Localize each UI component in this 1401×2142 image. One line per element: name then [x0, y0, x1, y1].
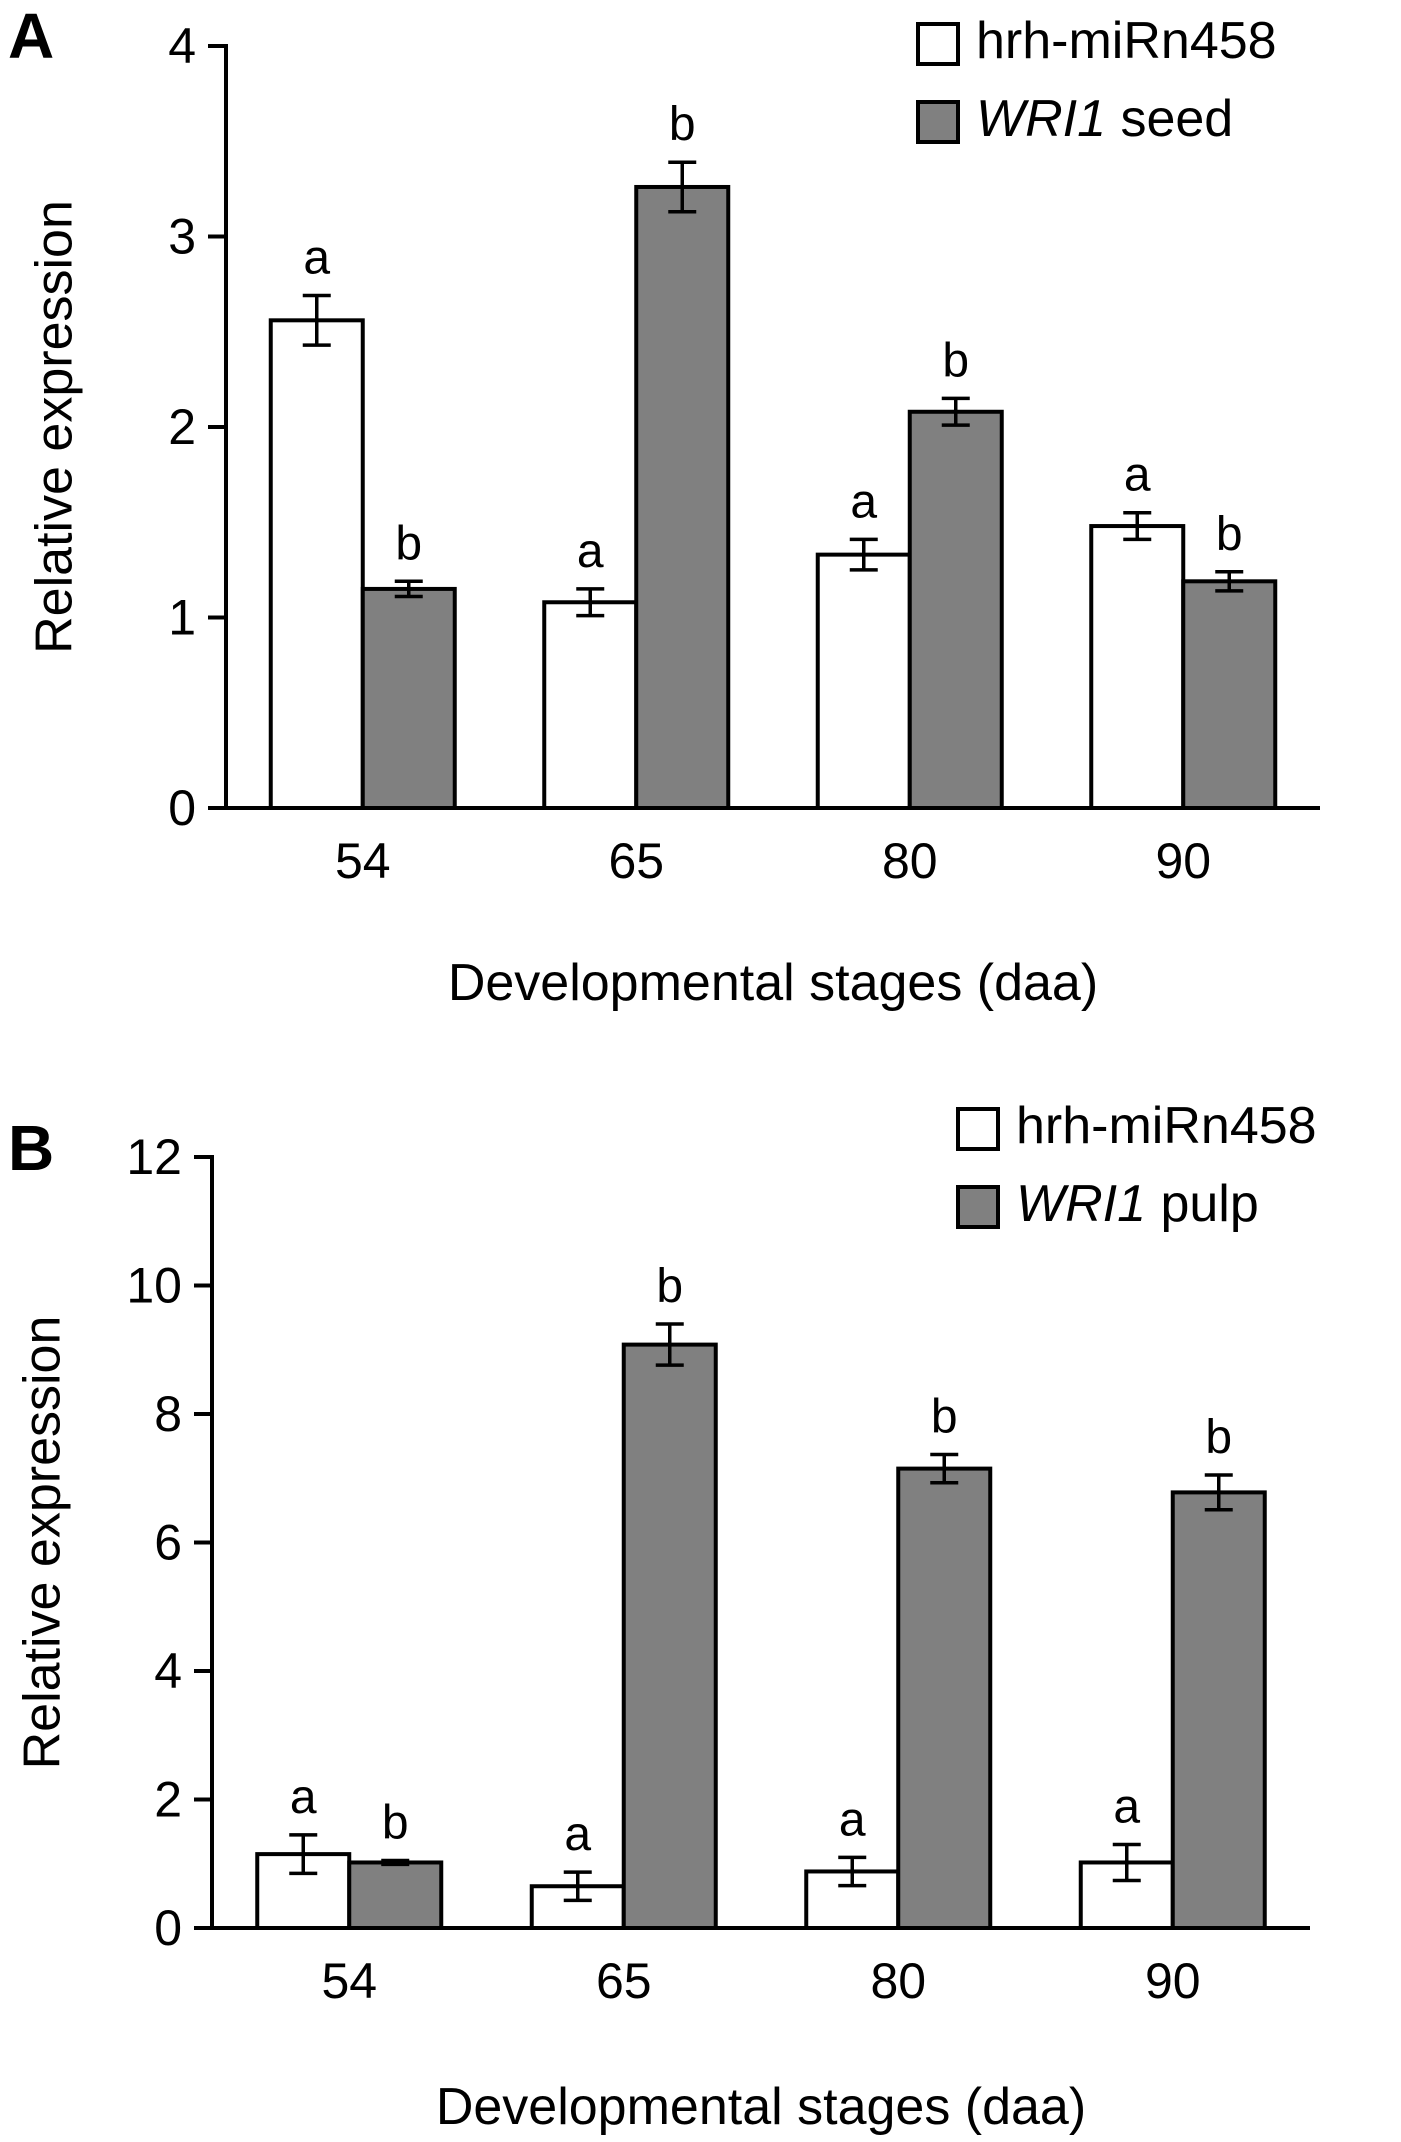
significance-letter: b — [382, 1797, 409, 1850]
significance-letter: a — [577, 525, 604, 578]
significance-letter: a — [1124, 449, 1151, 502]
y-tick-label: 10 — [126, 1258, 182, 1314]
y-tick-label: 4 — [168, 18, 196, 74]
significance-letter: a — [564, 1808, 591, 1861]
legend-entry: hrh-miRn458 — [1016, 1097, 1317, 1155]
y-tick-label: 6 — [154, 1515, 182, 1571]
legend: hrh-miRn458 WRI1 seed — [916, 12, 1277, 148]
x-axis-label: Developmental stages (daa) — [448, 954, 1098, 1012]
x-axis-label: Developmental stages (daa) — [436, 2078, 1086, 2136]
bar-wri1 — [634, 184, 731, 811]
legend-swatch — [916, 22, 960, 66]
significance-letter: a — [839, 1793, 866, 1846]
y-tick-label: 2 — [168, 399, 196, 455]
legend-entry: WRI1 seed — [976, 90, 1233, 148]
panel-a: A Relative expression Developmental stag… — [8, 0, 1320, 1012]
bar-wri1 — [907, 409, 1004, 810]
panel-b: B Relative expression Developmental stag… — [8, 1097, 1317, 2136]
y-tick-label: 8 — [154, 1386, 182, 1442]
y-tick-label: 2 — [154, 1772, 182, 1828]
y-axis-label: Relative expression — [26, 200, 84, 654]
panel-a-label: A — [8, 0, 54, 72]
bar-wri1 — [347, 1860, 444, 1930]
x-tick-label: 54 — [321, 1953, 377, 2009]
panel-b-label: B — [8, 1112, 54, 1184]
y-tick-label: 0 — [154, 1900, 182, 1956]
bar-wri1 — [1181, 579, 1278, 810]
x-tick-label: 90 — [1155, 833, 1211, 889]
bar-wri1 — [1170, 1490, 1267, 1930]
significance-letter: a — [1113, 1780, 1140, 1833]
y-axis-label: Relative expression — [14, 1316, 72, 1770]
legend-swatch — [956, 1107, 1000, 1151]
plot-area: 0 2 4 6 8 10 12 a b 54 a b 65 a b 80 a b 90 — [126, 1129, 1310, 2009]
significance-letter: a — [303, 232, 330, 285]
plot-area: 0 1 2 3 4 a b 54 a b 65 a b 80 a b 90 — [168, 18, 1320, 889]
bar-wri1 — [621, 1342, 718, 1930]
legend-swatch — [956, 1185, 1000, 1229]
x-tick-label: 80 — [870, 1953, 926, 2009]
significance-letter: a — [850, 475, 877, 528]
legend-entry: WRI1 pulp — [1016, 1175, 1259, 1233]
bar-hrh-mirn458 — [815, 552, 912, 811]
significance-letter: b — [656, 1260, 683, 1313]
significance-letter: b — [1205, 1411, 1232, 1464]
x-tick-label: 80 — [882, 833, 938, 889]
bar-hrh-mirn458 — [1089, 524, 1186, 810]
legend: hrh-miRn458 WRI1 pulp — [956, 1097, 1317, 1233]
significance-letter: b — [395, 517, 422, 570]
y-tick-label: 12 — [126, 1129, 182, 1185]
bar-hrh-mirn458 — [542, 600, 639, 811]
y-tick-label: 3 — [168, 209, 196, 265]
x-tick-label: 90 — [1145, 1953, 1201, 2009]
bar-wri1 — [896, 1466, 993, 1931]
bar-hrh-mirn458 — [268, 318, 365, 810]
significance-letter: a — [290, 1771, 317, 1824]
significance-letter: b — [1216, 508, 1243, 561]
x-tick-label: 54 — [335, 833, 391, 889]
significance-letter: b — [669, 98, 696, 151]
significance-letter: b — [931, 1390, 958, 1443]
legend-entry: hrh-miRn458 — [976, 12, 1277, 70]
x-tick-label: 65 — [608, 833, 664, 889]
legend-swatch — [916, 100, 960, 144]
bar-wri1 — [360, 586, 457, 810]
significance-letter: b — [942, 334, 969, 387]
x-tick-label: 65 — [596, 1953, 652, 2009]
y-tick-label: 4 — [154, 1643, 182, 1699]
y-tick-label: 0 — [168, 780, 196, 836]
y-tick-label: 1 — [168, 590, 196, 646]
